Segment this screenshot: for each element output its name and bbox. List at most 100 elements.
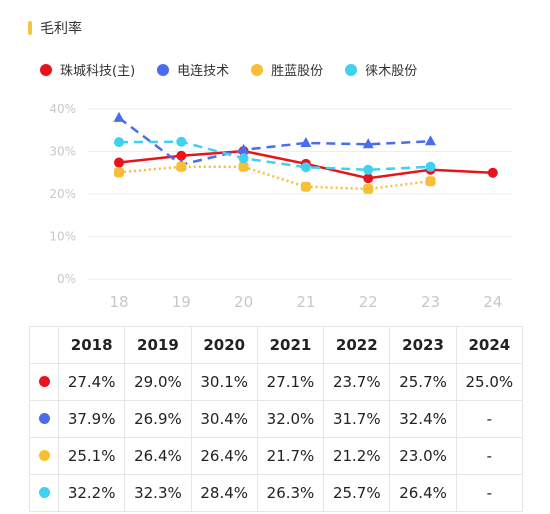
table-header-cell: 2022 (323, 326, 391, 364)
legend-label: 胜蓝股份 (271, 64, 324, 79)
table-cell: 28.4% (190, 474, 258, 512)
table-header-cell: 2019 (124, 326, 192, 364)
data-point (363, 173, 374, 184)
y-tick-label: 20% (49, 187, 76, 201)
data-point (114, 157, 124, 168)
table-cell: 30.4% (190, 400, 258, 438)
data-point (300, 162, 311, 173)
table-cell: - (455, 400, 524, 438)
table-cell: 32.2% (57, 474, 126, 512)
data-point (487, 167, 498, 178)
table-row: 37.9% 26.9% 30.4% 32.0% 31.7% 32.4% - (29, 400, 524, 438)
table-cell: 23.0% (389, 437, 457, 475)
row-dot (38, 413, 50, 424)
legend-label: 电连技术 (177, 64, 230, 79)
y-tick-label: 0% (57, 272, 76, 286)
row-dot (38, 376, 50, 387)
table-header-cell: 2024 (455, 326, 524, 364)
y-tick-label: 30% (49, 145, 76, 159)
accent-bar (28, 21, 32, 35)
data-point (363, 183, 374, 194)
table-cell: 32.3% (124, 474, 192, 512)
table-cell: 30.1% (190, 363, 258, 401)
table-header-cell: 2023 (389, 326, 457, 364)
table-cell: 21.2% (323, 437, 391, 475)
data-point (238, 161, 249, 172)
x-tick-label: 20 (234, 293, 253, 311)
row-marker-cell (29, 400, 59, 438)
legend-item-laimu[interactable]: 徕木股份 (345, 60, 417, 79)
table-cell: 26.4% (124, 437, 192, 475)
table-corner-cell (29, 326, 59, 364)
x-tick-label: 18 (109, 293, 128, 311)
data-point (176, 136, 187, 147)
row-dot (38, 450, 50, 461)
legend-item-dianlian[interactable]: 电连技术 (157, 60, 229, 79)
series-line (118, 165, 431, 191)
y-tick-label: 10% (49, 230, 76, 244)
table-cell: 26.9% (124, 400, 192, 438)
series-line (118, 140, 431, 172)
data-point (300, 181, 311, 192)
line-chart: 0% 10% 20% 30% 40% 18 19 20 21 22 23 24 (49, 102, 512, 311)
data-point (362, 138, 374, 149)
data-point (363, 164, 374, 175)
table-row: 27.4% 29.0% 30.1% 27.1% 23.7% 25.7% 25.0… (29, 363, 524, 401)
data-point (238, 143, 250, 154)
table-cell: - (455, 437, 524, 475)
legend-dot (157, 63, 170, 76)
data-point (114, 137, 124, 148)
data-point (425, 161, 436, 172)
data-point (176, 150, 187, 161)
table-cell: 29.0% (124, 363, 192, 401)
y-tick-label: 40% (49, 102, 76, 116)
table-cell: 25.7% (389, 363, 457, 401)
data-point (238, 153, 249, 164)
table-cell: 25.0% (455, 363, 524, 401)
series-line (118, 116, 431, 167)
table-cell: 25.7% (323, 474, 391, 512)
x-tick-label: 22 (359, 293, 378, 311)
table-header-cell: 2021 (256, 326, 325, 364)
x-tick-label: 23 (421, 293, 440, 311)
table-cell: 21.7% (256, 437, 325, 475)
chart-header: 毛利率 (28, 18, 82, 38)
table-cell: 27.4% (57, 363, 126, 401)
x-tick-label: 21 (296, 293, 315, 311)
table-header-cell: 2018 (57, 326, 126, 364)
data-point (113, 111, 125, 122)
table-cell: 26.3% (256, 474, 325, 512)
table-cell: 31.7% (323, 400, 391, 438)
data-point (425, 176, 436, 187)
row-marker-cell (29, 437, 59, 475)
table-cell: 26.4% (389, 474, 457, 512)
legend-item-shenglan[interactable]: 胜蓝股份 (251, 60, 323, 79)
chart-title: 毛利率 (40, 21, 82, 37)
legend-dot (251, 63, 264, 76)
table-cell: 25.1% (57, 437, 126, 475)
table-cell: 32.4% (389, 400, 457, 438)
data-point (114, 167, 124, 178)
table-cell: 23.7% (323, 363, 391, 401)
row-marker-cell (29, 363, 59, 401)
table-row: 25.1% 26.4% 26.4% 21.7% 21.2% 23.0% - (29, 437, 524, 475)
legend-dot (40, 63, 52, 76)
x-tick-label: 19 (172, 293, 191, 311)
data-point (300, 137, 312, 147)
table-cell: 26.4% (190, 437, 258, 475)
table-header-row: 2018 2019 2020 2021 2022 2023 2024 (29, 326, 524, 364)
data-point (425, 135, 436, 146)
data-table: 2018 2019 2020 2021 2022 2023 2024 27.4%… (29, 326, 524, 512)
row-marker-cell (29, 474, 59, 512)
table-header-cell: 2020 (190, 326, 258, 364)
row-dot (38, 487, 50, 498)
table-cell: 27.1% (256, 363, 325, 401)
table-cell: 37.9% (57, 400, 126, 438)
table-cell: 32.0% (256, 400, 325, 438)
table-row: 32.2% 32.3% 28.4% 26.3% 25.7% 26.4% - (29, 474, 524, 512)
legend-item-zhucheng[interactable]: 珠城科技(主) (40, 60, 135, 79)
table-cell: - (455, 474, 524, 512)
x-tick-label: 24 (483, 293, 502, 311)
legend-label: 珠城科技(主) (60, 64, 136, 79)
legend: 珠城科技(主) 电连技术 胜蓝股份 徕木股份 (40, 60, 439, 79)
